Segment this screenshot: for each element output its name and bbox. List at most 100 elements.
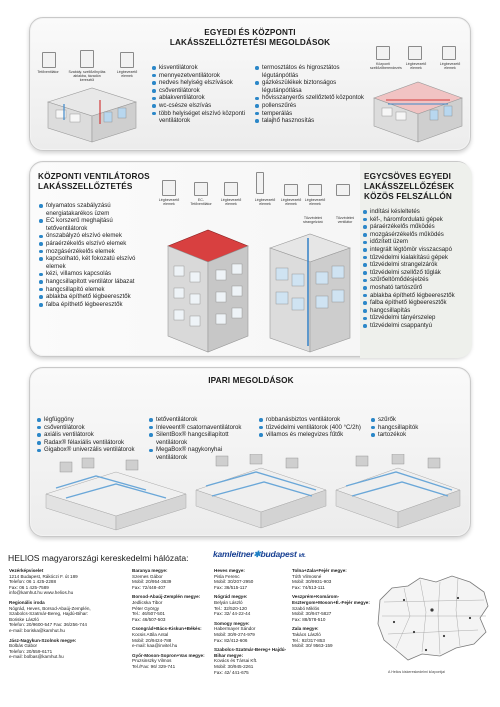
map-caption: A Helios kiskereskedelmi központjai <box>388 670 445 674</box>
diagram-single-room-ventilation: Tetőventilátor Szabály. szellőzőnyílás a… <box>36 40 146 146</box>
contacts-column-1: Vezérképviselet 1214 Budapest, Rákóczi F… <box>9 568 91 660</box>
list-item: indítási késleltetés <box>362 208 470 216</box>
section-industrial-solutions: IPARI MEGOLDÁSOK légfüggöny csőventiláto… <box>29 367 471 537</box>
list-item: axiális ventilátorok <box>36 431 146 439</box>
device-thumbnail <box>376 46 390 60</box>
list-item: folyamatos szabályzású energiatakarékos … <box>38 202 150 217</box>
list-item: csőventilátorok <box>36 424 146 432</box>
diagram-label: Légbevezető elemek <box>158 198 180 207</box>
device-thumbnail <box>42 52 56 68</box>
list-item: mosható tartószűrő <box>362 284 470 292</box>
device-thumbnail <box>284 184 298 196</box>
list-item: hangcsillapított ventilátor lábazat <box>38 278 150 286</box>
list-item: falba építhető légbeeresztők <box>38 301 150 309</box>
list-item: kisventilátorok <box>151 64 261 72</box>
section2-right-list: indítási késleltetés kéf-, háromfordulat… <box>362 208 470 330</box>
diagram-central-buildings: Légbevezető elemek EC-Tetőventilátor Lég… <box>148 170 360 354</box>
section1-title: EGYEDI ÉS KÖZPONTI LAKÁSSZELLŐZTETÉSI ME… <box>169 28 331 47</box>
section2-right-title: EGYCSÖVES EGYEDI LAKÁSSZELLŐZÉSEK KÖZÖS … <box>364 172 455 201</box>
device-thumbnail <box>194 182 208 196</box>
list-item: hangcsillapítók <box>370 424 460 432</box>
list-item: kapcsolható, két fokozatú elszívó elemek <box>38 255 150 270</box>
contacts-column-3: Heves megye: Pisla Ferenc Mobil: 30/207-… <box>214 568 287 675</box>
diagram-central-room-ventilation: Központi szellőzőberendezés Légbevezető … <box>368 30 468 146</box>
list-item: villamos és melegvizes fűtők <box>258 431 368 439</box>
section3-list-3: robbanásbiztos ventilátorok tűzvédelmi v… <box>258 416 368 439</box>
list-item: talajhő hasznosítás <box>254 117 366 125</box>
list-item: temperálás <box>254 110 366 118</box>
device-thumbnail <box>120 52 134 68</box>
list-item: kézi, villamos kapcsolás <box>38 270 150 278</box>
list-item: hangcsillapító elemek <box>38 286 150 294</box>
diagram-label: Légbevezető elemek <box>405 62 427 71</box>
list-item: tűzvédelmi ventilátorok (400 °C/2h) <box>258 424 368 432</box>
house-cutaway-illustration <box>47 87 137 143</box>
section2-left-list: folyamatos szabályzású energiatakarékos … <box>38 202 150 308</box>
section3-list-4: szűrők hangcsillapítók tartozékok <box>370 416 460 439</box>
section1-list-right: termosztátos és higrosztátos légutánpótl… <box>254 64 366 125</box>
list-item: gázkészülékek biztonságos légutánpótlása <box>254 79 366 94</box>
device-thumbnail <box>162 180 176 196</box>
network-heading: HELIOS magyarországi kereskedelmi hálóza… <box>8 553 189 563</box>
diagram-label: Tetőventilátor <box>37 70 59 74</box>
list-item: mennyezetventilátorok <box>151 72 261 80</box>
device-thumbnail <box>442 46 456 60</box>
section-residential-solutions: EGYEDI ÉS KÖZPONTI LAKÁSSZELLŐZTETÉSI ME… <box>29 17 471 151</box>
diagram-label: Központi szellőzőberendezés <box>370 62 402 71</box>
list-item: MegaBox® nagykonyhai ventilátorok <box>148 446 252 461</box>
diagram-label: EC-Tetőventilátor <box>190 198 212 207</box>
industrial-plant-illustration <box>45 454 461 531</box>
list-item: termosztátos és higrosztátos légutánpótl… <box>254 64 366 79</box>
list-item: légfüggöny <box>36 416 146 424</box>
list-item: szűrők <box>370 416 460 424</box>
diagram-label: Légbevezető elemek <box>304 198 326 207</box>
kamleitner-logo: kamleitner✱budapest kft. <box>213 547 311 565</box>
diagram-label: Légbevezető elemek <box>254 198 276 207</box>
contacts-column-2: Baranya megye: Szemes Gábor Mobil: 20/95… <box>132 568 205 669</box>
list-item: hővisszanyerős szellőztető központok <box>254 94 366 102</box>
list-item: nedves helyiség elszívások <box>151 79 261 87</box>
diagram-label: Tűzvédelmi strangelzáró <box>303 216 323 225</box>
list-item: mozgásérzékelős elemek <box>38 248 150 256</box>
list-item: önszabályzó elszívó elemek <box>38 232 150 240</box>
section-central-ventilation: KÖZPONTI VENTILÁTOROS LAKÁSSZELLŐZTETÉS … <box>29 161 472 358</box>
list-item: robbanásbiztos ventilátorok <box>258 416 368 424</box>
device-thumbnail <box>308 184 322 196</box>
diagram-label: Légbevezető elemek <box>280 198 302 207</box>
list-item: falba építhető légbeeresztők <box>362 299 470 307</box>
device-thumbnail <box>224 182 238 196</box>
list-item: wc-csésze elszívás <box>151 102 261 110</box>
diagram-label: Tűzvédelmi ventilátor <box>335 216 355 225</box>
list-item: kéf-, háromfordulatú gépek <box>362 216 470 224</box>
hungary-map: A Helios kiskereskedelmi központjai <box>374 570 492 688</box>
list-item: EC korszerű meghajtású tetőventilátorok <box>38 217 150 232</box>
list-item: ablakba építhető légbeeresztők <box>362 292 470 300</box>
logo-text: kamleitner✱budapest kft. <box>213 549 306 559</box>
list-item: szűrőeltömődésjelzés <box>362 276 470 284</box>
list-item: tűzvédelmi szellőző tűglák <box>362 269 470 277</box>
list-item: mozgásérzékelős működés <box>362 231 470 239</box>
list-item: tetőventilátorok <box>148 416 252 424</box>
device-thumbnail <box>80 50 94 68</box>
list-item: ablakventilátorok <box>151 94 261 102</box>
hungary-map-illustration <box>377 575 489 661</box>
list-item: SilentBox® hangcsillapított ventilátorok <box>148 431 252 446</box>
diagram-label: Szabály. szellőzőnyílás ablakba, távadón… <box>68 70 106 83</box>
section1-list-left: kisventilátorok mennyezetventilátorok ne… <box>151 64 261 125</box>
section2-right-panel: EGYCSÖVES EGYEDI LAKÁSSZELLŐZÉSEK KÖZÖS … <box>360 162 472 358</box>
list-item: tartozékok <box>370 431 460 439</box>
list-item: több helyiséget elszívó központi ventilá… <box>151 110 261 125</box>
device-thumbnail <box>408 46 422 60</box>
list-item: tűzvédelmi tányérszelep <box>362 314 470 322</box>
device-thumbnail <box>256 172 264 194</box>
list-item: tűzvédelmi strangelzárók <box>362 261 470 269</box>
list-item: integrált légtömör visszacsapó <box>362 246 470 254</box>
section2-left-title: KÖZPONTI VENTILÁTOROS LAKÁSSZELLŐZTETÉS <box>38 172 150 191</box>
diagram-label: Légbevezető elemek <box>116 70 138 79</box>
section3-list-2: tetőventilátorok Inleveent® csatornavent… <box>148 416 252 462</box>
list-item: Gigabox® univerzális ventilátorok <box>36 446 146 454</box>
building-cutaway-illustration <box>167 229 351 353</box>
list-item: Inleveent® csatornaventilátorok <box>148 424 252 432</box>
section3-title: IPARI MEGOLDÁSOK <box>208 376 294 385</box>
list-item: tűzvédelmi kialakítású gépek <box>362 254 470 262</box>
